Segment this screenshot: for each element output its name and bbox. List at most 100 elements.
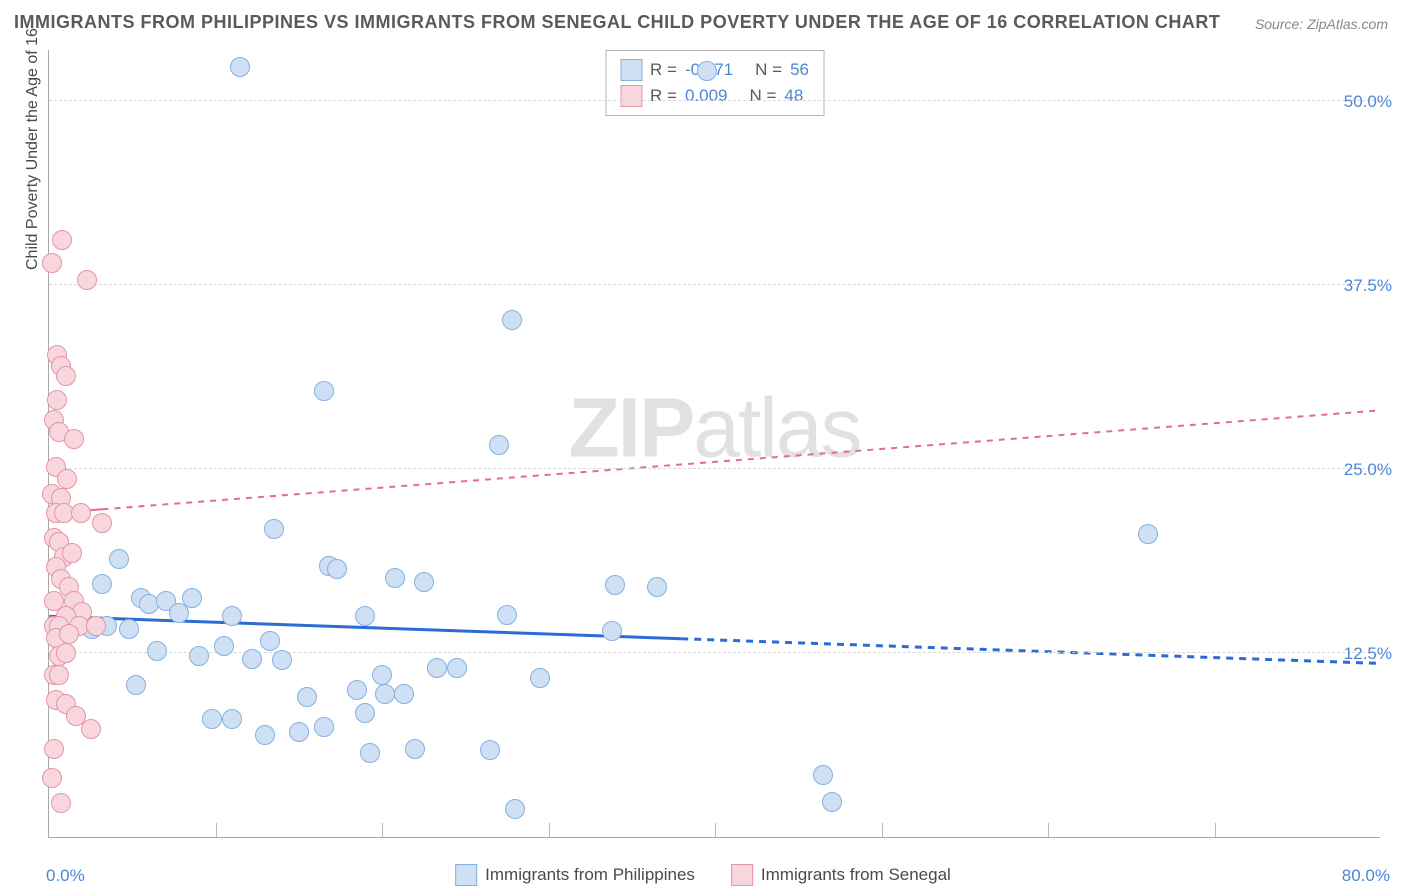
point-senegal — [42, 253, 62, 273]
point-philippines — [427, 658, 447, 678]
x-tick-mark — [1048, 823, 1049, 837]
point-philippines — [222, 709, 242, 729]
legend-n-label: N = — [755, 60, 782, 80]
point-philippines — [189, 646, 209, 666]
point-philippines — [355, 606, 375, 626]
point-philippines — [372, 665, 392, 685]
point-philippines — [414, 572, 434, 592]
point-philippines — [375, 684, 395, 704]
point-philippines — [327, 559, 347, 579]
gridline-horizontal — [49, 100, 1380, 101]
point-philippines — [405, 739, 425, 759]
point-senegal — [77, 270, 97, 290]
point-philippines — [1138, 524, 1158, 544]
point-philippines — [447, 658, 467, 678]
point-senegal — [56, 366, 76, 386]
watermark-bold: ZIP — [568, 380, 693, 474]
legend-r-label: R = — [650, 86, 677, 106]
point-philippines — [109, 549, 129, 569]
x-tick-mark — [549, 823, 550, 837]
y-tick-label: 25.0% — [1344, 460, 1392, 480]
x-tick-max: 80.0% — [1342, 866, 1390, 886]
x-tick-mark — [715, 823, 716, 837]
correlation-legend-row: R =0.009N =48 — [620, 83, 809, 109]
point-philippines — [497, 605, 517, 625]
point-senegal — [47, 390, 67, 410]
point-philippines — [222, 606, 242, 626]
legend-swatch — [620, 59, 642, 81]
legend-swatch — [455, 864, 477, 886]
point-philippines — [697, 61, 717, 81]
point-philippines — [126, 675, 146, 695]
point-philippines — [92, 574, 112, 594]
legend-swatch — [620, 85, 642, 107]
point-senegal — [81, 719, 101, 739]
point-philippines — [182, 588, 202, 608]
x-tick-mark — [216, 823, 217, 837]
point-philippines — [530, 668, 550, 688]
point-senegal — [71, 503, 91, 523]
trend-lines-layer — [49, 50, 1380, 837]
x-tick-min: 0.0% — [46, 866, 85, 886]
point-senegal — [86, 616, 106, 636]
legend-r-label: R = — [650, 60, 677, 80]
source-attribution: Source: ZipAtlas.com — [1255, 16, 1388, 32]
series-legend-label: Immigrants from Senegal — [761, 865, 951, 885]
point-philippines — [314, 381, 334, 401]
point-philippines — [505, 799, 525, 819]
point-philippines — [355, 703, 375, 723]
legend-n-value: 56 — [790, 60, 809, 80]
chart-plot-area: ZIPatlas R =-0.071N =56R =0.009N =48 — [48, 50, 1380, 838]
point-senegal — [92, 513, 112, 533]
point-philippines — [314, 717, 334, 737]
y-tick-label: 37.5% — [1344, 276, 1392, 296]
correlation-legend: R =-0.071N =56R =0.009N =48 — [605, 50, 824, 116]
point-philippines — [647, 577, 667, 597]
legend-swatch — [731, 864, 753, 886]
point-senegal — [64, 429, 84, 449]
point-philippines — [602, 621, 622, 641]
point-philippines — [489, 435, 509, 455]
point-senegal — [51, 793, 71, 813]
point-senegal — [57, 469, 77, 489]
watermark-text: ZIPatlas — [568, 379, 860, 476]
x-tick-mark — [382, 823, 383, 837]
point-philippines — [822, 792, 842, 812]
series-legend: Immigrants from Philippines Immigrants fr… — [455, 864, 951, 886]
legend-n-label: N = — [749, 86, 776, 106]
y-axis-label: Child Poverty Under the Age of 16 — [24, 28, 42, 270]
point-philippines — [502, 310, 522, 330]
chart-title: IMMIGRANTS FROM PHILIPPINES VS IMMIGRANT… — [14, 12, 1220, 33]
point-philippines — [289, 722, 309, 742]
point-senegal — [56, 643, 76, 663]
series-legend-item: Immigrants from Senegal — [731, 864, 951, 886]
point-philippines — [264, 519, 284, 539]
point-philippines — [297, 687, 317, 707]
watermark-rest: atlas — [693, 380, 860, 474]
point-philippines — [605, 575, 625, 595]
point-senegal — [59, 624, 79, 644]
point-philippines — [202, 709, 222, 729]
point-senegal — [52, 230, 72, 250]
x-tick-mark — [882, 823, 883, 837]
x-tick-mark — [1215, 823, 1216, 837]
gridline-horizontal — [49, 468, 1380, 469]
point-senegal — [42, 768, 62, 788]
point-philippines — [230, 57, 250, 77]
gridline-horizontal — [49, 284, 1380, 285]
point-philippines — [214, 636, 234, 656]
point-philippines — [347, 680, 367, 700]
point-philippines — [255, 725, 275, 745]
point-philippines — [813, 765, 833, 785]
legend-n-value: 48 — [784, 86, 803, 106]
point-philippines — [480, 740, 500, 760]
point-philippines — [394, 684, 414, 704]
point-senegal — [49, 665, 69, 685]
point-philippines — [242, 649, 262, 669]
series-legend-item: Immigrants from Philippines — [455, 864, 695, 886]
point-philippines — [272, 650, 292, 670]
series-legend-label: Immigrants from Philippines — [485, 865, 695, 885]
y-tick-label: 12.5% — [1344, 644, 1392, 664]
point-philippines — [260, 631, 280, 651]
point-senegal — [44, 739, 64, 759]
